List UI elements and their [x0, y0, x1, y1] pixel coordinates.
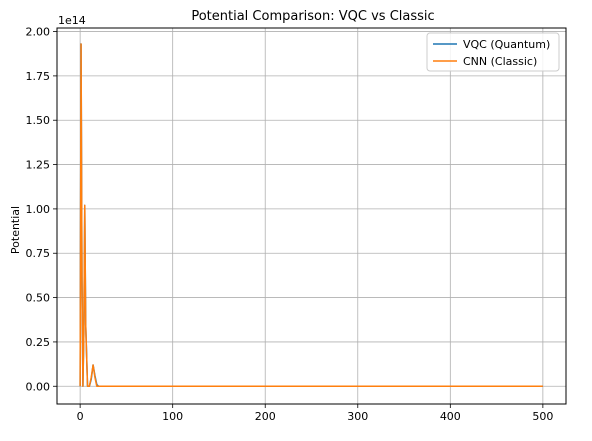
series-lines	[79, 43, 543, 388]
y-tick-label: 1.50	[26, 114, 51, 127]
y-tick-label: 0.00	[26, 380, 51, 393]
y-axis-label: Potential	[9, 206, 22, 254]
y-tick-label: 0.50	[26, 292, 51, 305]
legend-box	[426, 32, 560, 72]
y-tick-label: 2.00	[26, 26, 51, 39]
y-tick-label: 0.75	[26, 247, 51, 260]
legend-label: CNN (Classic)	[463, 55, 537, 68]
series-line-2	[79, 43, 543, 388]
legend-label: VQC (Quantum)	[463, 38, 550, 51]
x-tick-label: 400	[440, 410, 461, 423]
x-tick-label: 200	[255, 410, 276, 423]
y-tick-label: 0.25	[26, 336, 51, 349]
x-tick-label: 500	[532, 410, 553, 423]
plot-frame	[56, 27, 567, 405]
x-tick-label: 300	[347, 410, 368, 423]
x-tick-label: 0	[77, 410, 84, 423]
y-tick-label: 1.25	[26, 159, 51, 172]
x-tick-label: 100	[162, 410, 183, 423]
y-axis-offset-label: 1e14	[58, 14, 86, 27]
y-tick-label: 1.75	[26, 70, 51, 83]
chart-title: Potential Comparison: VQC vs Classic	[191, 9, 434, 24]
series-line-1	[79, 43, 543, 388]
y-tick-label: 1.00	[26, 203, 51, 216]
legend: VQC (Quantum) CNN (Classic)	[426, 32, 560, 72]
axis-ticks: 0 100 200 300 400 500 0.00 0.25 0.50 0.75 1.00 1.25…	[26, 26, 554, 423]
grid	[57, 28, 566, 404]
